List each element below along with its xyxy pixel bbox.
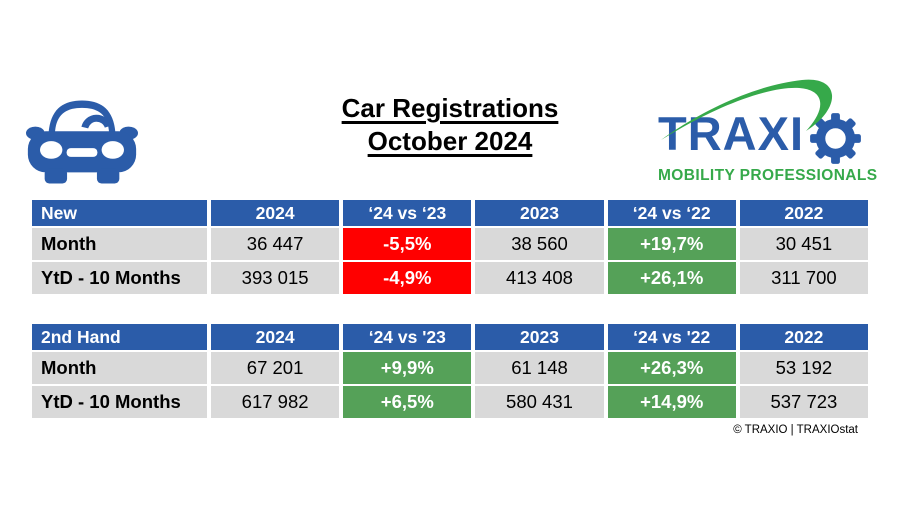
row-label: YtD - 10 Months [32,386,207,418]
col-header-24vs22: ‘24 vs ‘22 [607,200,736,226]
page-title-line2: October 2024 [367,126,533,157]
value-cell: 617 982 [211,386,340,418]
row-label: YtD - 10 Months [32,262,207,294]
pct-cell: +26,3% [607,352,736,384]
value-cell: 36 447 [211,228,340,260]
page-title-line1: Car Registrations [341,93,559,123]
value-cell: 53 192 [739,352,868,384]
pct-cell: +19,7% [607,228,736,260]
row-label: Month [32,228,207,260]
col-header-new: New [32,200,207,226]
gear-icon [810,113,861,164]
value-cell: 67 201 [211,352,340,384]
col-header-2024: 2024 [211,324,340,350]
value-cell: 537 723 [739,386,868,418]
logo-swoosh-icon [661,79,833,140]
pct-cell: +9,9% [343,352,472,384]
logo-brand-text: TRAXI [658,107,804,160]
col-header-24vs23: ‘24 vs ‘23 [343,200,472,226]
value-cell: 38 560 [475,228,604,260]
car-icon-graphic [26,100,138,184]
second-hand-registrations-table: 2nd Hand 2024 ‘24 vs '23 2023 ‘24 vs '22… [32,324,868,418]
row-label: Month [32,352,207,384]
col-header-2024: 2024 [211,200,340,226]
value-cell: 393 015 [211,262,340,294]
col-header-2022: 2022 [739,200,868,226]
copyright-credit: © TRAXIO | TRAXIOstat [733,424,858,436]
col-header-2nd-hand: 2nd Hand [32,324,207,350]
col-header-2022: 2022 [739,324,868,350]
col-header-24vs23: ‘24 vs '23 [343,324,472,350]
pct-cell: +14,9% [607,386,736,418]
value-cell: 413 408 [475,262,604,294]
pct-cell: -4,9% [343,262,472,294]
pct-cell: -5,5% [343,228,472,260]
traxio-logo: TRAXI MOBILITY PROFESSIONALS [656,70,877,184]
value-cell: 580 431 [475,386,604,418]
col-header-24vs22: ‘24 vs '22 [607,324,736,350]
pct-cell: +26,1% [607,262,736,294]
col-header-2023: 2023 [475,324,604,350]
logo-tagline: MOBILITY PROFESSIONALS [658,167,878,184]
col-header-2023: 2023 [475,200,604,226]
page-title: Car Registrations October 2024 [250,92,650,159]
value-cell: 30 451 [739,228,868,260]
car-front-icon [26,84,138,186]
new-registrations-table: New 2024 ‘24 vs ‘23 2023 ‘24 vs ‘22 2022… [32,200,868,294]
pct-cell: +6,5% [343,386,472,418]
value-cell: 311 700 [739,262,868,294]
value-cell: 61 148 [475,352,604,384]
